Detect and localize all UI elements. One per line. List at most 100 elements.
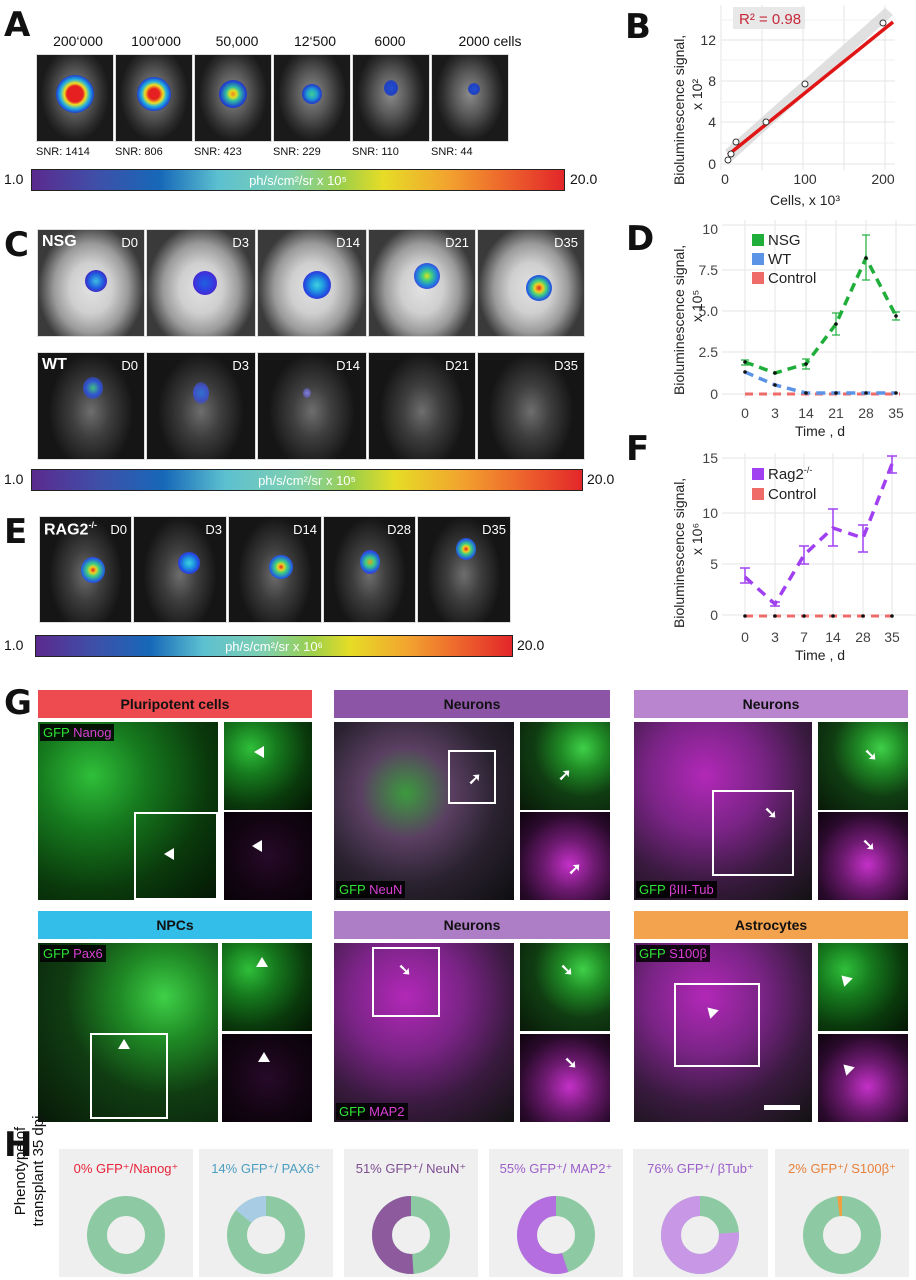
panel-letter-c: C — [4, 225, 29, 265]
cell-count-label: 50,000 — [215, 33, 259, 49]
arrow-icon: ➘ — [564, 1055, 578, 1072]
day-label: D0 — [121, 235, 138, 250]
svg-text:Bioluminescence signal,: Bioluminescence signal, — [671, 478, 687, 628]
bli-mouse-image — [36, 54, 114, 142]
bli-mouse-image: D28 — [323, 516, 416, 623]
colorbar-unit-label: ph/s/cm²/sr x 10⁵ — [249, 172, 347, 188]
donut-card: 0% GFP⁺/Nanog⁺ — [59, 1149, 193, 1277]
day-label: D14 — [336, 358, 360, 373]
snr-label: SNR: 423 — [194, 146, 242, 158]
panel-letter-b: B — [625, 7, 651, 47]
svg-text:4: 4 — [708, 114, 716, 130]
micrograph-merge: GFP Pax6 — [38, 943, 218, 1122]
day-label: D14 — [336, 235, 360, 250]
snr-label: SNR: 229 — [273, 146, 321, 158]
micrograph-magenta-inset — [224, 812, 312, 900]
arrow-icon: ➚ — [468, 771, 482, 788]
svg-text:Cells, x 10³: Cells, x 10³ — [770, 192, 840, 208]
svg-text:Bioluminescence signal,: Bioluminescence signal, — [671, 35, 687, 185]
marker-label: GFP Nanog — [40, 724, 115, 741]
arrow-icon: ➘ — [862, 837, 876, 854]
panel-letter-f: F — [626, 429, 650, 469]
colorbar-max: 20.0 — [517, 637, 545, 653]
g-tile-header: Neurons — [334, 690, 610, 718]
legend-control: Control — [768, 486, 816, 503]
day-label: D0 — [110, 522, 127, 537]
svg-text:21: 21 — [828, 405, 844, 421]
snr-label: SNR: 44 — [431, 146, 473, 158]
micrograph-merge: GFP βIII-Tub ➘ — [634, 722, 812, 900]
group-label: RAG2-/- — [44, 520, 97, 539]
cell-count-label: 2000 cells — [458, 33, 522, 49]
svg-text:0: 0 — [710, 607, 718, 623]
r-squared-annotation: R² = 0.98 — [739, 11, 801, 28]
zoom-box — [134, 812, 218, 900]
donut-card: 51% GFP⁺/ NeuN⁺ — [344, 1149, 478, 1277]
zoom-box — [90, 1033, 168, 1119]
arrow-icon: ➘ — [864, 747, 878, 764]
g-tile-header: NPCs — [38, 911, 312, 939]
donut-card: 55% GFP⁺/ MAP2⁺ — [489, 1149, 623, 1277]
micrograph-green-inset — [224, 722, 312, 810]
svg-text:14: 14 — [798, 405, 814, 421]
micrograph-merge: GFP Nanog — [38, 722, 218, 900]
day-label: D0 — [121, 358, 138, 373]
arrow-icon: ➘ — [398, 962, 412, 979]
donut-card: 14% GFP⁺/ PAX6⁺ — [199, 1149, 333, 1277]
colorbar: ph/s/cm²/sr x 10⁶ — [35, 635, 513, 657]
bli-mouse-image: RAG2-/- D0 — [39, 516, 132, 623]
legend-nsg: NSG — [768, 232, 801, 249]
h-ylabel-line2: transplant 35 dpi — [30, 1115, 47, 1227]
svg-text:7: 7 — [800, 629, 808, 645]
donut-chart — [803, 1196, 881, 1274]
legend-rag2: Rag2-/- — [768, 465, 812, 483]
svg-text:3: 3 — [771, 629, 779, 645]
colorbar-unit-label: ph/s/cm²/sr x 10⁶ — [225, 638, 323, 654]
marker-label: GFP MAP2 — [336, 1103, 408, 1120]
micrograph-magenta-inset: ➚ — [520, 812, 610, 900]
donut-title: 76% GFP⁺/ βTub⁺ — [647, 1161, 754, 1176]
donut-card: 2% GFP⁺/ S100β⁺ — [775, 1149, 909, 1277]
svg-text:0: 0 — [741, 405, 749, 421]
micrograph-magenta-inset: ➘ — [520, 1034, 610, 1122]
donut-title: 55% GFP⁺/ MAP2⁺ — [499, 1161, 613, 1176]
micrograph-green-inset — [818, 943, 908, 1031]
arrowhead-icon — [837, 971, 853, 987]
marker-label: GFP NeuN — [336, 881, 406, 898]
bli-mouse-image: D3 — [146, 352, 256, 460]
arrow-icon: ➚ — [568, 861, 582, 878]
arrow-icon: ➘ — [764, 805, 778, 822]
day-label: D3 — [232, 235, 249, 250]
svg-text:Time , d: Time , d — [795, 423, 845, 439]
day-label: D28 — [387, 522, 411, 537]
g-tile-header: Pluripotent cells — [38, 690, 312, 718]
bli-mouse-image — [352, 54, 430, 142]
group-name: RAG2 — [44, 521, 89, 539]
colorbar-min: 1.0 — [4, 471, 24, 487]
micrograph-green-inset: ➘ — [520, 943, 610, 1031]
bli-mouse-image: NSG D0 — [37, 229, 145, 337]
bli-mouse-image — [115, 54, 193, 142]
bli-mouse-image: D3 — [133, 516, 227, 623]
arrowhead-icon — [839, 1060, 855, 1076]
group-label: WT — [42, 356, 67, 373]
line-chart-f: 15 10 5 0 0 3 7 14 28 35 Time , d Bioluminescenc… — [671, 450, 916, 663]
day-label: D35 — [554, 235, 578, 250]
line-chart-d: 10 7.5 5.0 2.5 0 0 3 14 21 28 35 Time , d Biolumi… — [671, 220, 916, 439]
arrowhead-icon — [256, 957, 268, 967]
panel-letter-g: G — [4, 683, 32, 723]
cell-count-label: 6000 — [374, 33, 406, 49]
bli-mouse-image — [431, 54, 509, 142]
svg-text:28: 28 — [855, 629, 871, 645]
donut-chart — [372, 1196, 450, 1274]
arrow-icon: ➘ — [560, 962, 574, 979]
bli-mouse-image: D35 — [477, 229, 585, 337]
g-tile-header: Neurons — [634, 690, 908, 718]
snr-label: SNR: 1414 — [36, 146, 90, 158]
svg-text:Bioluminescence signal,: Bioluminescence signal, — [671, 245, 687, 395]
donut-title: 2% GFP⁺/ S100β⁺ — [788, 1161, 896, 1176]
svg-text:200: 200 — [871, 171, 895, 187]
donut-title: 0% GFP⁺/Nanog⁺ — [73, 1161, 179, 1176]
donut-title: 14% GFP⁺/ PAX6⁺ — [211, 1161, 321, 1176]
day-label: D3 — [205, 522, 222, 537]
